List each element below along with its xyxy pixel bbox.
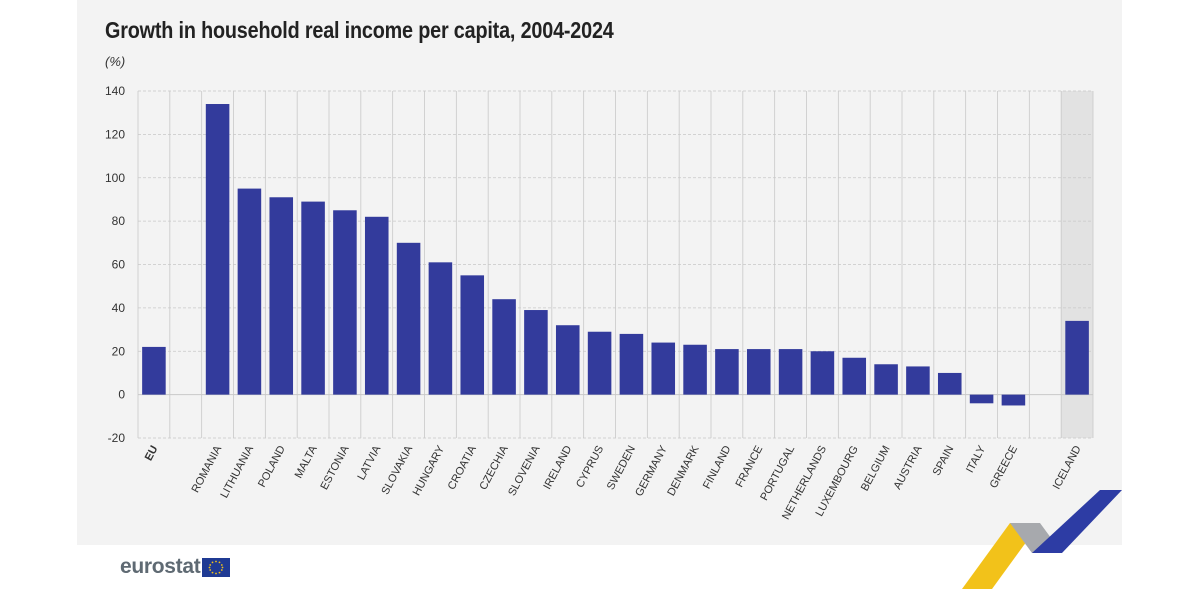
- y-tick-label: 0: [118, 388, 125, 402]
- x-tick-label: HUNGARY: [411, 443, 448, 498]
- x-tick-label: ITALY: [964, 443, 988, 475]
- logo-text: eurostat: [120, 555, 201, 578]
- bar-czechia: [492, 299, 516, 395]
- bar-portugal: [778, 349, 803, 395]
- bar-romania: [205, 104, 230, 395]
- chart-title: Growth in household real income per capi…: [105, 17, 614, 43]
- bar-denmark: [683, 344, 707, 395]
- bar-luxembourg: [842, 357, 867, 395]
- x-tick-label: IRELAND: [541, 444, 574, 492]
- bar-germany: [651, 342, 676, 395]
- x-tick-label: LITHUANIA: [218, 443, 256, 500]
- bar-poland: [269, 197, 294, 395]
- eu-flag-icon: [202, 557, 231, 577]
- bar-slovenia: [524, 310, 548, 395]
- x-tick-label: MALTA: [293, 443, 320, 480]
- x-tick-label: DENMARK: [665, 443, 702, 498]
- bar-cyprus: [587, 331, 612, 395]
- x-tick-label: GERMANY: [633, 443, 670, 498]
- x-tick-label: GREECE: [988, 444, 1020, 491]
- x-tick-label: ICELAND: [1051, 444, 1084, 492]
- x-tick-label: CYPRUS: [574, 444, 606, 490]
- x-tick-label: FRANCE: [734, 444, 766, 490]
- bar-spain: [937, 372, 962, 395]
- y-tick-labels-layer: -20 0 20 40 60 80 100 120 140: [105, 84, 125, 445]
- bar-france: [746, 349, 771, 395]
- bar-croatia: [460, 275, 485, 395]
- bar-austria: [906, 366, 930, 395]
- bar-netherlands: [810, 351, 835, 395]
- x-tick-label: EU: [143, 444, 161, 463]
- x-tick-label: BELGIUM: [859, 444, 893, 493]
- x-tick-label: CZECHIA: [477, 443, 511, 492]
- y-tick-label: 80: [112, 214, 126, 228]
- bar-eu: [142, 346, 166, 395]
- x-tick-label: FINLAND: [701, 444, 734, 491]
- x-tick-label: ROMANIA: [190, 443, 225, 495]
- bar-italy: [969, 394, 994, 404]
- x-tick-label: SLOVENIA: [506, 443, 543, 498]
- y-tick-label: 140: [105, 84, 125, 98]
- eurostat-logo: eurostat: [120, 555, 231, 579]
- gridlines-layer: [137, 90, 1094, 439]
- bar-slovakia: [396, 242, 421, 395]
- bar-lithuania: [237, 188, 262, 395]
- x-tick-label: ESTONIA: [318, 443, 351, 492]
- x-tick-label: SWEDEN: [605, 444, 638, 492]
- x-tick-label: POLAND: [256, 444, 288, 490]
- x-tick-label: SLOVAKIA: [379, 443, 415, 497]
- x-tick-label: SPAIN: [931, 444, 957, 478]
- x-tick-label: AUSTRIA: [892, 443, 925, 491]
- x-tick-label: CROATIA: [446, 443, 479, 492]
- bar-estonia: [333, 210, 357, 395]
- bar-malta: [301, 201, 325, 395]
- y-tick-label: -20: [108, 431, 126, 445]
- y-tick-label: 40: [112, 301, 126, 315]
- bar-ireland: [555, 325, 580, 395]
- bar-greece: [1001, 394, 1026, 406]
- bar-latvia: [364, 216, 389, 395]
- bar-finland: [715, 349, 739, 395]
- unit-label: (%): [105, 54, 126, 69]
- bar-hungary: [428, 262, 453, 395]
- y-tick-label: 60: [112, 258, 126, 272]
- y-tick-label: 120: [105, 127, 125, 141]
- y-tick-label: 100: [105, 171, 125, 185]
- bar-iceland: [1065, 320, 1089, 395]
- bar-sweden: [619, 333, 644, 395]
- y-tick-label: 20: [112, 344, 126, 358]
- bar-belgium: [874, 364, 898, 395]
- x-tick-label: LATVIA: [355, 443, 383, 482]
- bars-layer: [142, 104, 1089, 406]
